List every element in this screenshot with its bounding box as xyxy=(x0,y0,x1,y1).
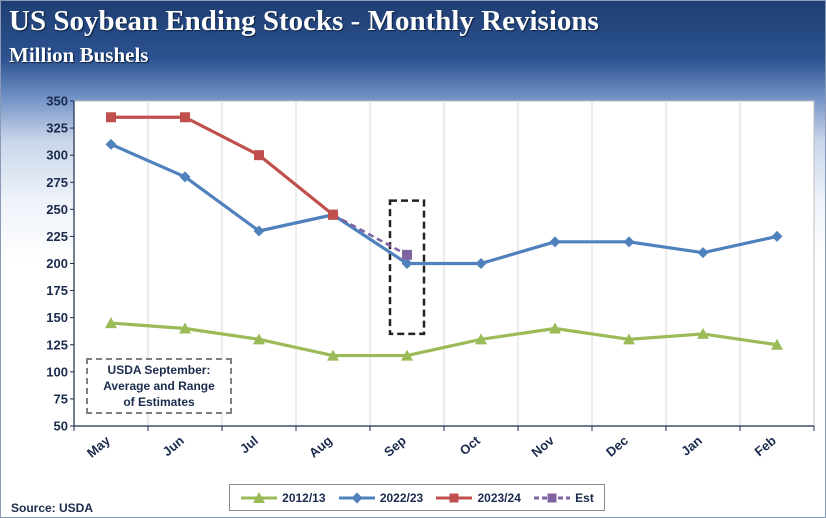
series-2022-23-point xyxy=(623,236,635,248)
series-2023-24-point xyxy=(180,112,190,123)
series-2012-13-line xyxy=(110,321,778,358)
legend-swatch xyxy=(436,493,473,502)
legend-item-2022-23: 2022/23 xyxy=(338,491,423,505)
series-2012-13-point xyxy=(623,333,635,345)
legend-label: Est xyxy=(575,490,594,505)
series-2022-23-line xyxy=(110,142,778,266)
legend-label: 2012/13 xyxy=(282,490,326,505)
y-tick-label: 200 xyxy=(46,256,68,271)
y-tick-label: 300 xyxy=(46,148,68,163)
legend-item-2012-13: 2012/13 xyxy=(240,490,326,505)
series-2012-13-point xyxy=(105,317,117,329)
series-2012-13-point xyxy=(327,349,339,361)
x-tick-label: Jul xyxy=(237,433,261,457)
x-tick-label: May xyxy=(84,432,114,460)
legend-swatch xyxy=(241,491,278,503)
series-2012-13-point xyxy=(179,322,191,334)
legend-label: 2023/24 xyxy=(477,490,521,505)
series-2022-23-point xyxy=(475,258,487,269)
series-2022-23-point xyxy=(179,171,191,183)
legend: 2012/13 2022/23 2023/24 Est xyxy=(229,484,605,511)
series-est-line xyxy=(332,213,408,256)
series-2022-23-point xyxy=(105,138,117,150)
x-tick-label: Jan xyxy=(678,433,705,459)
estimate-range-box xyxy=(388,199,426,336)
series-2012-13-point xyxy=(549,322,561,334)
y-tick-label: 75 xyxy=(54,391,68,406)
y-tick-label: 100 xyxy=(46,364,68,379)
legend-swatch xyxy=(534,493,571,502)
series-2022-23-point xyxy=(401,258,413,269)
x-tick-label: Jun xyxy=(160,433,187,459)
y-tick-label: 175 xyxy=(46,283,68,298)
legend-label: 2022/23 xyxy=(379,490,424,505)
x-tick-label: Dec xyxy=(603,433,631,460)
y-tick-label: 50 xyxy=(54,419,68,434)
series-2022-23-point xyxy=(771,230,783,242)
x-tick-label: Aug xyxy=(306,433,335,461)
series-2023-24-line xyxy=(111,115,335,216)
series-2023-24-point xyxy=(106,112,116,123)
chart-title: US Soybean Ending Stocks - Monthly Revis… xyxy=(9,5,599,37)
series-2022-23-point xyxy=(549,236,561,248)
y-tick-label: 225 xyxy=(46,229,68,244)
series-2012-13-point xyxy=(253,333,265,345)
y-tick-label: 275 xyxy=(46,175,68,190)
series-2023-24-point xyxy=(328,209,338,220)
chart-subtitle: Million Bushels xyxy=(9,43,149,67)
x-tick-label: Nov xyxy=(528,432,557,460)
series-2012-13-point xyxy=(771,338,783,350)
legend-item-est: Est xyxy=(533,491,594,505)
series-2022-23-point xyxy=(697,247,709,259)
x-tick-label: Feb xyxy=(752,433,779,459)
y-tick-label: 150 xyxy=(46,310,68,325)
y-tick-label: 325 xyxy=(46,121,68,136)
series-est-point xyxy=(402,249,412,260)
legend-item-2023-24: 2023/24 xyxy=(435,490,521,505)
x-tick-label: Oct xyxy=(457,432,484,458)
y-tick-label: 125 xyxy=(46,337,68,352)
usda-estimate-note: USDA September: Average and Range of Est… xyxy=(86,358,232,414)
x-tick-label: Sep xyxy=(381,433,409,460)
source-note: Source: USDA xyxy=(11,501,94,515)
series-2012-13-point xyxy=(401,349,413,361)
series-2012-13-point xyxy=(475,333,487,345)
y-tick-label: 250 xyxy=(46,202,68,217)
series-2012-13-point xyxy=(697,327,709,339)
usda-estimate-note-text: USDA September: Average and Range of Est… xyxy=(103,363,215,409)
series-2023-24-point xyxy=(254,150,264,161)
series-2022-23-point xyxy=(253,225,265,237)
legend-swatch xyxy=(338,492,375,503)
y-tick-label: 350 xyxy=(46,94,68,109)
